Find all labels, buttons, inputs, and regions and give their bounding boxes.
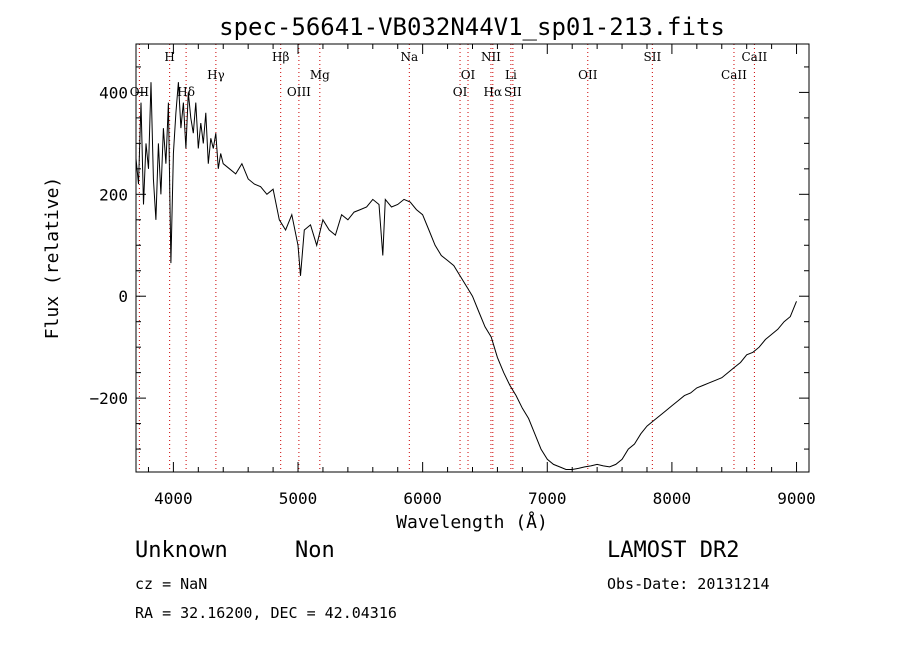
plot-frame [135,43,810,473]
y-axis-label: Flux (relative) [42,177,63,340]
subclass-label: Non [295,538,335,563]
x-tick-label: 6000 [403,489,442,508]
spectral-line-label: Hδ [177,85,195,99]
obs-date: Obs-Date: 20131214 [607,575,770,593]
y-tick-label: 200 [99,185,128,204]
spectral-line-label: Mg [310,68,330,82]
x-axis-label: Wavelength (Å) [396,511,548,533]
spectral-line-label: SII [643,50,661,64]
spectral-line-label: Hγ [207,68,225,82]
spectral-line-label: CaII [721,68,747,82]
spectral-line-label: CaII [741,50,767,64]
spectral-line-label: OII [578,68,598,82]
plot-title: spec-56641-VB032N44V1_sp01-213.fits [219,13,725,41]
x-tick-label: 9000 [777,489,816,508]
spectral-line-label: H [164,50,174,64]
y-tick-label: −200 [89,389,128,408]
spectral-line-label: Hα [484,85,503,99]
ra-dec-value: RA = 32.16200, DEC = 42.04316 [135,604,397,622]
y-tick-label: 400 [99,83,128,102]
x-tick-label: 8000 [653,489,692,508]
class-label: Unknown [135,538,228,563]
release-label: LAMOST DR2 [607,538,740,563]
spectral-line-label: OI [461,68,476,82]
spectral-line-markers [138,44,755,472]
axis-ticks: 4000 5000 6000 7000 8000 9000 −200 0 200 400 [89,44,816,508]
spectral-line-label: OI [453,85,468,99]
spectral-line-label: NII [481,50,501,64]
cz-value: cz = NaN [135,575,208,593]
spectral-line-label: Hβ [272,50,289,64]
spectral-line-labels: OIIHHδHγHβOIIIMgNaOIOINIIHαLiSIIOIISIICa… [130,50,768,99]
x-tick-label: 7000 [528,489,567,508]
x-tick-label: 4000 [154,489,193,508]
y-tick-label: 0 [118,287,128,306]
spectral-line-label: Na [400,50,418,64]
x-tick-label: 5000 [279,489,318,508]
spectral-line-label: Li [505,68,517,82]
spectral-line-label: SII [504,85,522,99]
spectrum-line [135,82,797,470]
spectral-line-label: OIII [287,85,311,99]
